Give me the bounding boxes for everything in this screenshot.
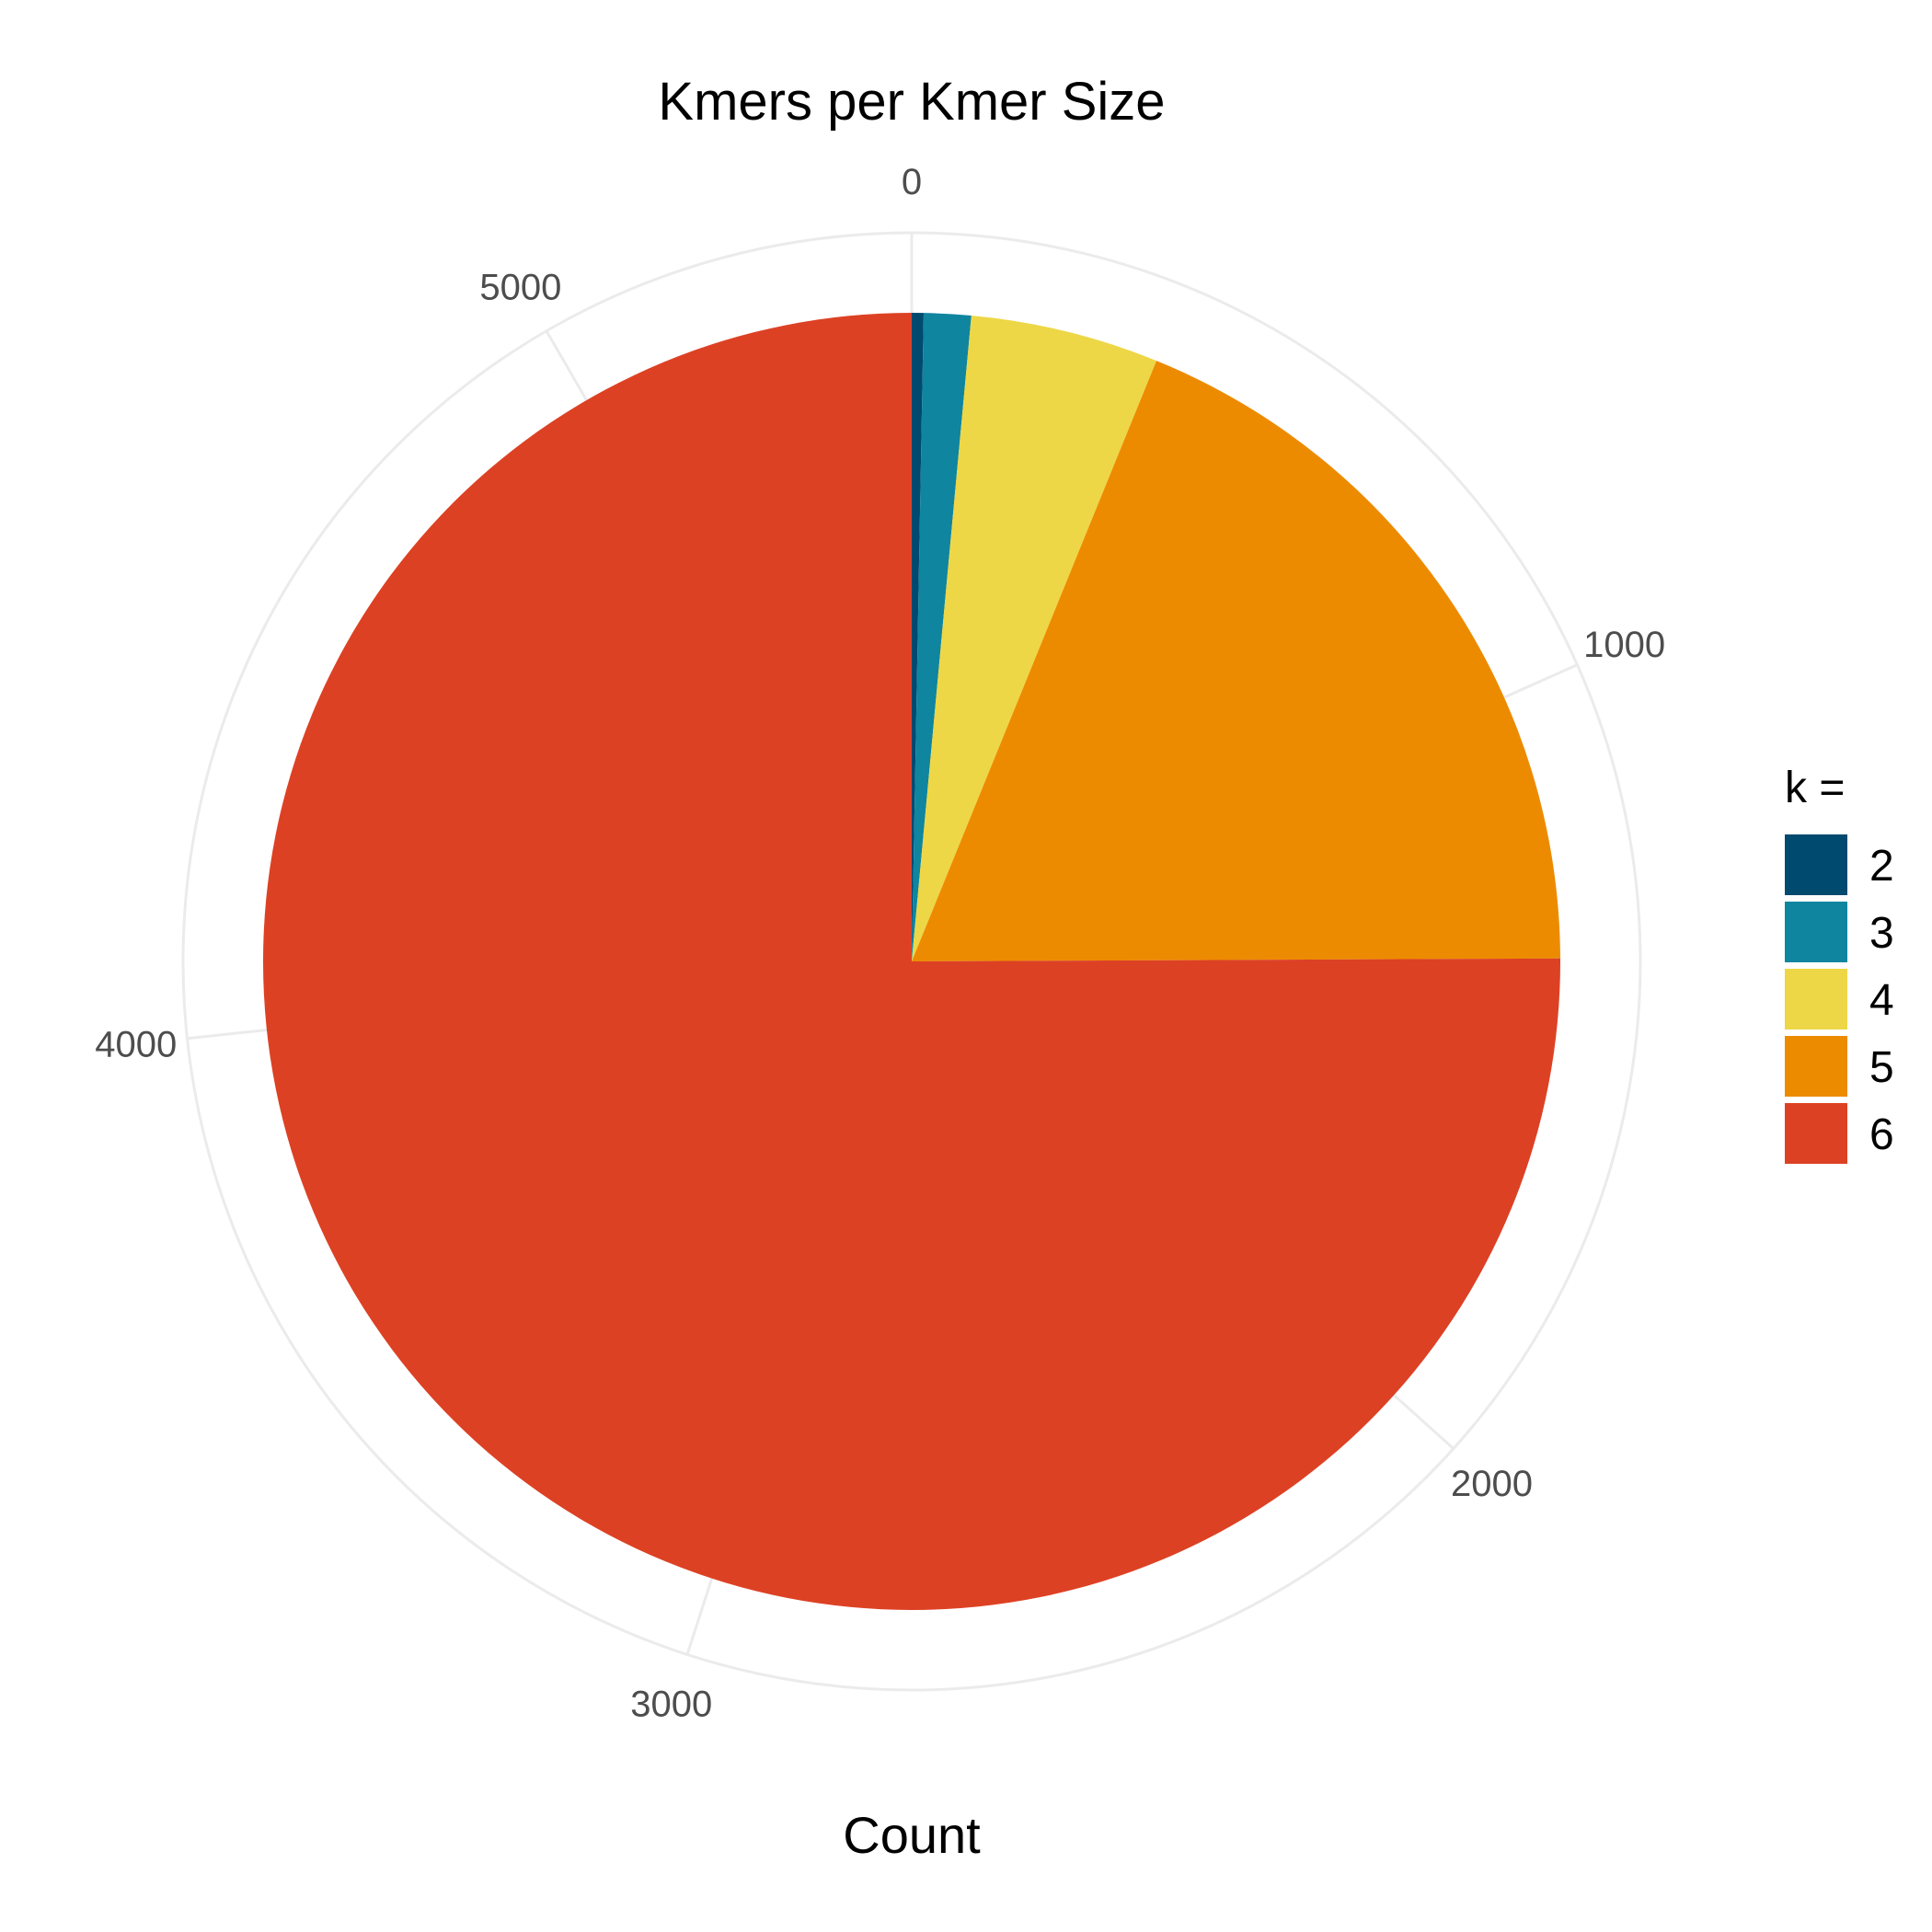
legend-swatch-k-5 xyxy=(1785,1036,1847,1097)
pie-slices xyxy=(262,313,1561,1610)
legend-label-k-2: 2 xyxy=(1869,842,1894,891)
chart-title: Kmers per Kmer Size xyxy=(658,72,1165,132)
tick-label-4000: 4000 xyxy=(95,1025,177,1065)
legend-swatch-k-6 xyxy=(1785,1103,1847,1164)
legend-swatch-k-3 xyxy=(1785,902,1847,962)
legend-title: k = xyxy=(1785,764,1845,812)
pie-slice-k-4 xyxy=(912,315,1157,961)
legend-label-k-4: 4 xyxy=(1869,976,1894,1025)
pie-slice-k-3 xyxy=(912,313,972,962)
legend-label-k-3: 3 xyxy=(1869,909,1894,958)
legend-swatch-k-4 xyxy=(1785,969,1847,1029)
tick-label-1000: 1000 xyxy=(1583,625,1665,665)
legend-label-k-5: 5 xyxy=(1869,1043,1894,1092)
x-axis-title: Count xyxy=(843,1806,981,1864)
tick-label-2000: 2000 xyxy=(1451,1464,1533,1504)
legend: k = 2 3 4 5 6 xyxy=(1785,764,1894,1164)
pie-slice-k-2 xyxy=(912,313,924,961)
legend-swatch-k-2 xyxy=(1785,834,1847,895)
pie-slice-k-5 xyxy=(912,361,1560,961)
tick-label-5000: 5000 xyxy=(479,267,561,307)
tick-label-3000: 3000 xyxy=(630,1685,712,1725)
angular-tick-labels: 0 1000 2000 3000 4000 5000 xyxy=(95,162,1665,1725)
tick-label-0: 0 xyxy=(902,162,922,202)
pie-slice-k-6 xyxy=(262,313,1561,1610)
legend-label-k-6: 6 xyxy=(1869,1110,1894,1159)
